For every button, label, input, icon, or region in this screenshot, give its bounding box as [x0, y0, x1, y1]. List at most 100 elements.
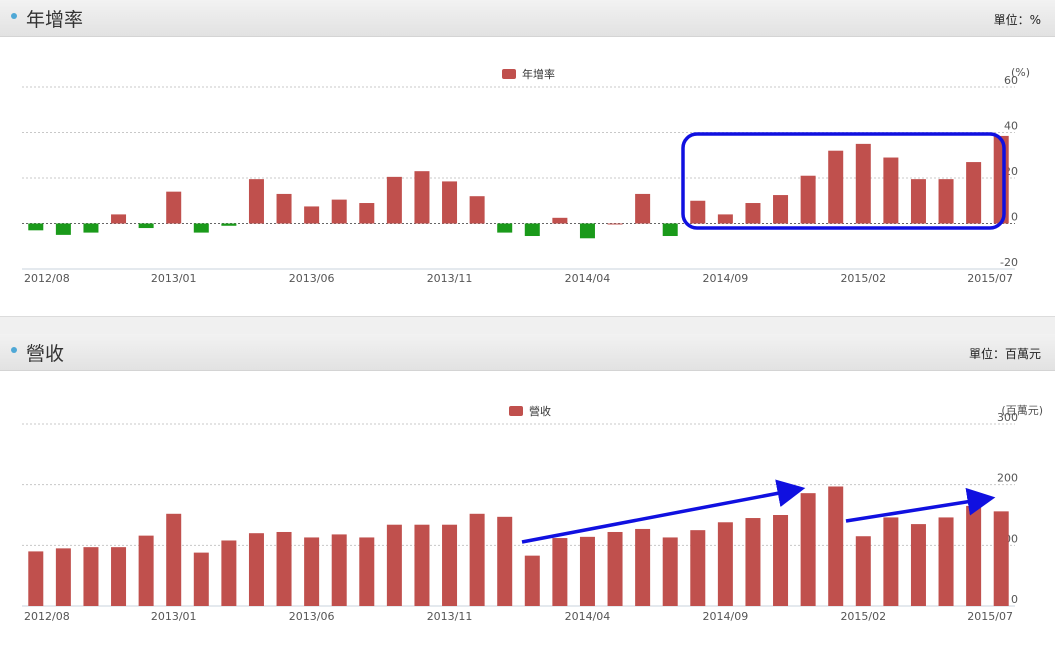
bar: [331, 534, 347, 606]
bar: [248, 179, 264, 224]
bar: [938, 179, 954, 224]
bar: [828, 486, 844, 606]
y-tick-label: 60: [1004, 74, 1018, 87]
bar: [442, 524, 458, 606]
bar: [883, 157, 899, 224]
bar: [855, 143, 871, 224]
highlight-box: [681, 132, 1006, 230]
bar: [138, 535, 154, 606]
x-tick-label: 2015/02: [840, 272, 886, 285]
bar: [83, 223, 99, 233]
bullet-icon: [11, 347, 17, 353]
x-tick-label: 2013/01: [151, 272, 197, 285]
bar: [690, 200, 706, 224]
bar: [221, 223, 237, 226]
revenue-panel-header: 營收 單位：百萬元: [0, 334, 1055, 371]
bar: [55, 548, 71, 606]
legend-swatch: [509, 406, 523, 416]
revenue-chart: 營收(百萬元)30020010002012/082013/012013/0620…: [22, 404, 1043, 623]
x-tick-label: 2015/02: [840, 610, 886, 623]
x-tick-label: 2012/08: [24, 272, 70, 285]
x-tick-label: 2012/08: [24, 610, 70, 623]
bar: [800, 493, 816, 606]
bar: [221, 540, 237, 606]
bar: [497, 223, 513, 233]
bar: [662, 537, 678, 606]
x-tick-label: 2015/07: [967, 610, 1013, 623]
revenue-panel-unit: 單位：百萬元: [968, 347, 1041, 361]
bar: [414, 171, 430, 224]
bar: [28, 223, 44, 231]
x-tick-label: 2013/11: [427, 272, 473, 285]
y-tick-label: 300: [997, 411, 1018, 424]
legend-label: 年增率: [522, 67, 555, 81]
bar: [276, 531, 292, 606]
trend-arrow: [521, 479, 806, 544]
x-tick-label: 2014/09: [703, 272, 749, 285]
bar: [83, 547, 99, 606]
x-tick-label: 2013/06: [289, 272, 335, 285]
bar: [524, 223, 540, 237]
bar: [993, 511, 1009, 606]
revenue-panel-title: 營收: [26, 343, 65, 365]
bar: [442, 181, 458, 224]
trend-arrow: [845, 487, 996, 523]
bar: [579, 536, 595, 606]
bar: [111, 214, 127, 224]
growth-panel-title: 年增率: [26, 9, 84, 31]
bar: [193, 552, 209, 606]
bar: [966, 505, 982, 606]
bar: [993, 135, 1009, 224]
y-tick-label: -20: [1000, 256, 1018, 269]
bar: [635, 193, 651, 224]
x-tick-label: 2015/07: [967, 272, 1013, 285]
bar: [28, 551, 44, 606]
bar: [469, 196, 485, 224]
bar: [414, 524, 430, 606]
bar: [386, 524, 402, 606]
bar: [910, 179, 926, 224]
x-tick-label: 2013/01: [151, 610, 197, 623]
bar: [304, 537, 320, 606]
x-tick-label: 2013/11: [427, 610, 473, 623]
bar: [359, 537, 375, 606]
bar: [524, 555, 540, 606]
growth-panel-unit: 單位：%: [993, 13, 1041, 27]
growth-panel-header: 年增率 單位：%: [0, 0, 1055, 37]
bar: [828, 150, 844, 224]
x-tick-label: 2013/06: [289, 610, 335, 623]
bar: [910, 524, 926, 606]
bar: [938, 517, 954, 606]
bullet-icon: [11, 13, 17, 19]
bar: [745, 518, 761, 606]
bar: [469, 513, 485, 606]
y-axis-unit: (百萬元): [1001, 404, 1043, 417]
bar: [166, 513, 182, 606]
y-tick-label: 0: [1011, 593, 1018, 606]
bar: [111, 547, 127, 606]
bar: [55, 223, 71, 235]
bar: [745, 203, 761, 224]
bar: [359, 203, 375, 224]
bar: [138, 223, 154, 229]
bar: [386, 176, 402, 224]
y-axis-unit: (%): [1011, 66, 1030, 79]
bar: [717, 214, 733, 224]
bar: [800, 175, 816, 224]
legend-label: 營收: [529, 404, 551, 418]
bar: [331, 199, 347, 224]
bar: [552, 217, 568, 224]
panel-divider: [0, 316, 1055, 335]
bar: [248, 533, 264, 606]
bar: [966, 162, 982, 224]
bar: [773, 515, 789, 606]
bar: [276, 193, 292, 224]
bar: [607, 223, 623, 225]
bar: [690, 530, 706, 606]
bar: [635, 528, 651, 606]
bar: [607, 531, 623, 606]
y-tick-label: 40: [1004, 120, 1018, 133]
x-tick-label: 2014/04: [565, 272, 611, 285]
y-tick-label: 200: [997, 472, 1018, 485]
bar: [497, 516, 513, 606]
